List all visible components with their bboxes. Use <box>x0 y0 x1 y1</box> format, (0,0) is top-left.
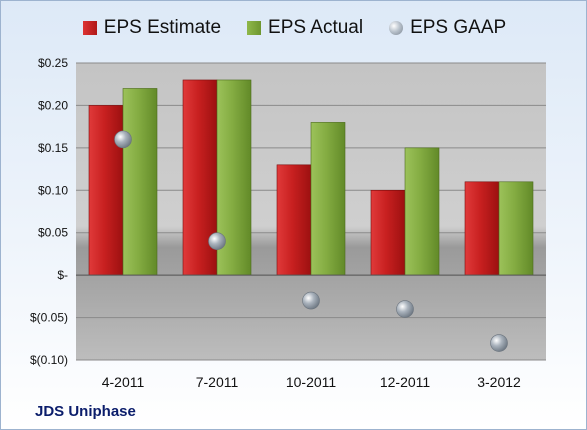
bar-estimate <box>88 105 124 276</box>
gaap-points <box>114 130 508 352</box>
y-tick-label: $0.10 <box>38 183 68 197</box>
x-tick-label: 4-2011 <box>102 374 145 390</box>
y-tick-label: $0.20 <box>38 98 68 112</box>
y-tick-label: $- <box>57 268 68 282</box>
legend-item-gaap: EPS GAAP <box>389 17 506 39</box>
y-tick-label: $0.15 <box>38 141 68 155</box>
x-tick-label: 7-2011 <box>196 374 239 390</box>
gaap-point <box>490 334 508 352</box>
legend-label-actual: EPS Actual <box>268 17 364 38</box>
gaap-point <box>208 232 226 250</box>
x-tick-label: 10-2011 <box>286 374 337 390</box>
bar-actual <box>122 88 158 276</box>
bar-actual <box>310 122 346 276</box>
legend-swatch-actual <box>247 21 262 35</box>
x-tick-label: 3-2012 <box>477 374 521 390</box>
bar-estimate <box>464 181 500 276</box>
company-name: JDS Uniphase <box>35 403 136 420</box>
bar-estimate <box>276 164 312 276</box>
legend-item-actual: EPS Actual <box>247 17 363 39</box>
x-axis-ticks: 4-2011 7-2011 10-2011 12-2011 3-2012 <box>102 374 521 390</box>
legend-swatch-gaap <box>389 21 404 35</box>
legend-label-estimate: EPS Estimate <box>103 17 222 38</box>
y-tick-label: $0.05 <box>38 226 68 240</box>
y-tick-label: $(0.05) <box>30 311 68 325</box>
gaap-point <box>114 130 132 149</box>
legend-label-gaap: EPS GAAP <box>410 17 507 38</box>
legend-item-estimate: EPS Estimate <box>82 17 222 39</box>
y-tick-label: $0.25 <box>38 56 68 70</box>
bars <box>88 79 534 276</box>
x-tick-label: 12-2011 <box>380 374 431 390</box>
y-tick-label: $(0.10) <box>30 353 68 367</box>
legend: EPS Estimate EPS Actual EPS GAAP <box>1 17 586 39</box>
bar-estimate <box>370 189 406 276</box>
gaap-point <box>302 291 320 310</box>
gaap-point <box>396 300 414 318</box>
y-axis-ticks: $0.25 $0.20 $0.15 $0.10 $0.05 $- $(0.05) $(0.10… <box>30 56 68 367</box>
bar-actual <box>404 147 440 276</box>
legend-swatch-estimate <box>82 21 97 35</box>
bar-actual <box>498 181 534 276</box>
